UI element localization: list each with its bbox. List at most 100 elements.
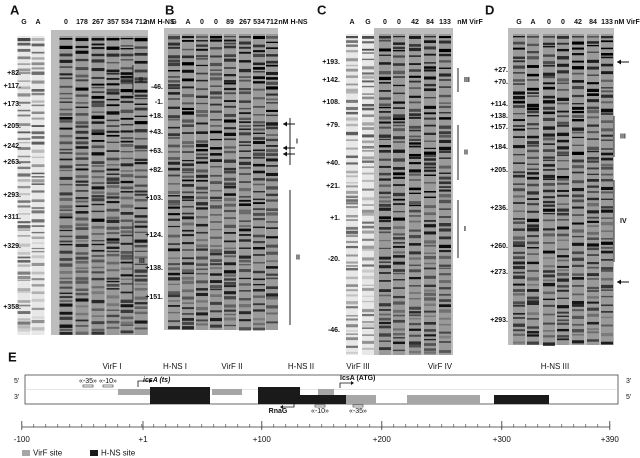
gel-band xyxy=(134,169,148,172)
gel-band xyxy=(168,234,180,238)
gel-band xyxy=(409,101,421,104)
gel-band xyxy=(572,199,584,203)
gel-band xyxy=(527,235,539,238)
panel-label: E xyxy=(8,349,17,364)
gel-band xyxy=(587,220,599,223)
gel-lane xyxy=(266,34,278,330)
gel-band xyxy=(601,101,613,104)
gel-band xyxy=(239,181,251,183)
gel-band xyxy=(557,322,569,325)
gel-band xyxy=(17,48,31,52)
gel-band xyxy=(346,190,358,194)
gel-band xyxy=(17,260,31,263)
gel-band xyxy=(134,320,148,324)
gel-band xyxy=(31,89,45,92)
gel-band xyxy=(91,186,105,190)
gel-band xyxy=(527,210,539,213)
gel-band xyxy=(196,72,208,75)
gel-band xyxy=(424,303,436,306)
gel-band xyxy=(210,228,222,231)
gel-band xyxy=(587,296,599,299)
gel-band xyxy=(557,70,569,74)
gel-band xyxy=(106,216,120,220)
gel-band xyxy=(572,119,584,122)
gel-band xyxy=(346,147,358,150)
gel-band xyxy=(527,141,539,144)
gel-band xyxy=(106,320,120,324)
gel-band xyxy=(393,328,405,331)
gel-band xyxy=(75,211,89,214)
gel-band xyxy=(106,46,120,50)
gel-band xyxy=(601,289,613,291)
gel-band xyxy=(210,174,222,177)
gel-band xyxy=(210,245,222,247)
gel-band xyxy=(527,43,539,47)
gel-band xyxy=(393,242,405,244)
gel-band xyxy=(527,183,539,187)
gel-band xyxy=(439,157,451,159)
gel-band xyxy=(572,144,584,146)
gel-band xyxy=(168,87,180,89)
gel-band xyxy=(106,295,120,299)
gel-band xyxy=(182,191,194,194)
gel-band xyxy=(587,231,599,235)
gel-band xyxy=(59,117,73,120)
gel-band xyxy=(362,48,374,51)
gel-band xyxy=(31,242,45,244)
lane-label: 267 xyxy=(239,19,251,26)
gel-band xyxy=(424,147,436,150)
gel-band xyxy=(75,319,89,322)
gel-band xyxy=(409,204,421,207)
gel-band xyxy=(224,159,236,163)
gel-band xyxy=(362,347,374,350)
gel-band xyxy=(424,310,436,313)
gel-band xyxy=(409,80,421,83)
gel-band xyxy=(106,98,120,101)
gel-lane xyxy=(543,34,555,345)
gel-band xyxy=(31,219,45,223)
legend-label: VirF site xyxy=(33,449,63,458)
gel-band xyxy=(106,232,120,235)
gel-band xyxy=(120,242,134,245)
gel-band xyxy=(91,115,105,119)
gel-band xyxy=(439,228,451,232)
gel-band xyxy=(587,99,599,103)
gel-band xyxy=(224,138,236,141)
gel-band xyxy=(409,169,421,173)
gel-band xyxy=(59,271,73,274)
gel-band xyxy=(379,121,391,124)
gel-band xyxy=(75,74,89,78)
gel-band xyxy=(239,327,251,331)
gel-lane xyxy=(424,34,436,355)
gel-band xyxy=(439,146,451,151)
gel-band xyxy=(224,217,236,220)
gel-band xyxy=(134,207,148,210)
gel-band xyxy=(168,174,180,177)
gel-band xyxy=(601,128,613,132)
gel-band xyxy=(513,91,525,95)
gel-band xyxy=(106,69,120,73)
gel-band xyxy=(346,264,358,268)
gel-band xyxy=(120,186,134,190)
gel-band xyxy=(527,296,539,300)
gel-band xyxy=(543,164,555,167)
gel-band xyxy=(120,82,134,85)
gel-band xyxy=(379,256,391,260)
gel-band xyxy=(106,196,120,199)
gel-band xyxy=(253,62,265,66)
gel-band xyxy=(572,323,584,326)
gel-band xyxy=(424,220,436,222)
gel-band xyxy=(168,267,180,271)
gel-band xyxy=(424,348,436,351)
gel-band xyxy=(210,103,222,106)
gel-band xyxy=(168,59,180,63)
gel-band xyxy=(362,103,374,107)
lane-label: A xyxy=(35,19,40,26)
gel-band xyxy=(409,243,421,246)
gel-band xyxy=(424,88,436,92)
gel-band xyxy=(210,285,222,288)
position-label: +82. xyxy=(149,167,163,174)
gel-band xyxy=(601,148,613,150)
gel-band xyxy=(59,235,73,238)
gel-band xyxy=(266,149,278,153)
